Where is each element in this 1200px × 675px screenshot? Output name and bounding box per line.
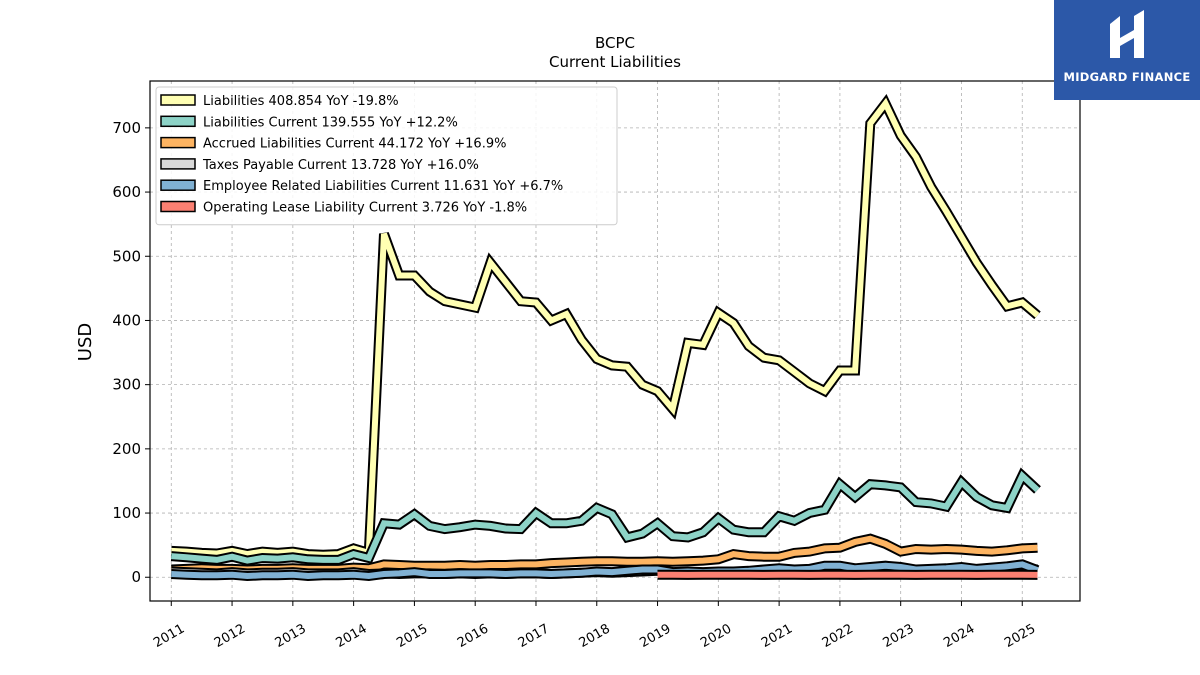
series-line <box>171 470 1040 564</box>
legend-swatch <box>160 94 196 106</box>
x-tick-label: 2015 <box>394 621 430 651</box>
chart-title: BCPC <box>595 34 635 52</box>
y-tick-label: 300 <box>112 376 141 394</box>
x-tick-label: 2022 <box>820 621 856 651</box>
x-tick-label: 2023 <box>881 621 917 651</box>
y-tick-label: 500 <box>112 247 141 265</box>
legend-swatch <box>160 158 196 170</box>
x-tick-label: 2021 <box>759 621 795 651</box>
plot-frame <box>149 80 1081 602</box>
y-tick-label: 600 <box>112 183 141 201</box>
legend-swatch <box>160 115 196 128</box>
series-line <box>171 97 1040 558</box>
legend: Liabilities 408.854 YoY -19.8% Liabilitie… <box>155 86 618 226</box>
chart-subtitle: Current Liabilities <box>549 53 681 71</box>
series-lines <box>170 93 1041 582</box>
legend-entry: Employee Related Liabilities Current 11.… <box>203 179 563 194</box>
legend-swatch <box>160 179 196 191</box>
legend-entry: Taxes Payable Current 13.728 YoY +16.0% <box>202 158 479 173</box>
x-tick-label: 2014 <box>333 621 369 651</box>
y-tick-label: 100 <box>112 504 141 522</box>
x-tick-label: 2020 <box>698 621 734 651</box>
y-tick-label: 200 <box>112 440 141 458</box>
legend-swatch <box>160 200 196 213</box>
y-axis-ticks: 0 100 200 300 400 500 600 700 <box>112 119 150 586</box>
legend-swatch <box>160 136 196 149</box>
y-tick-label: 700 <box>112 119 141 137</box>
brand-logo: MIDGARD FINANCE <box>1054 0 1200 100</box>
logo-text: MIDGARD FINANCE <box>1063 70 1191 84</box>
legend-entry: Operating Lease Liability Current 3.726 … <box>203 201 527 216</box>
legend-frame <box>155 86 618 226</box>
y-tick-label: 400 <box>112 311 141 329</box>
x-tick-label: 2017 <box>516 621 552 651</box>
legend-entry: Liabilities Current 139.555 YoY +12.2% <box>203 115 458 130</box>
x-tick-label: 2013 <box>273 621 309 651</box>
x-tick-label: 2024 <box>941 621 977 651</box>
x-tick-label: 2011 <box>151 621 187 651</box>
y-axis-label: USD <box>75 323 96 361</box>
series-line <box>171 561 1039 580</box>
legend-entry: Liabilities 408.854 YoY -19.8% <box>203 94 399 109</box>
x-axis-ticks: 2011 2012 2013 2014 2015 2016 2017 2018 2019 2020… <box>151 601 1038 651</box>
x-tick-label: 2025 <box>1002 621 1038 651</box>
logo-mark-icon <box>1110 10 1144 58</box>
y-tick-label: 0 <box>131 568 141 586</box>
x-tick-label: 2018 <box>577 621 613 651</box>
x-tick-label: 2016 <box>455 621 491 651</box>
legend-entry: Accrued Liabilities Current 44.172 YoY +… <box>203 137 506 152</box>
x-tick-label: 2019 <box>637 621 673 651</box>
x-tick-label: 2012 <box>212 621 248 651</box>
